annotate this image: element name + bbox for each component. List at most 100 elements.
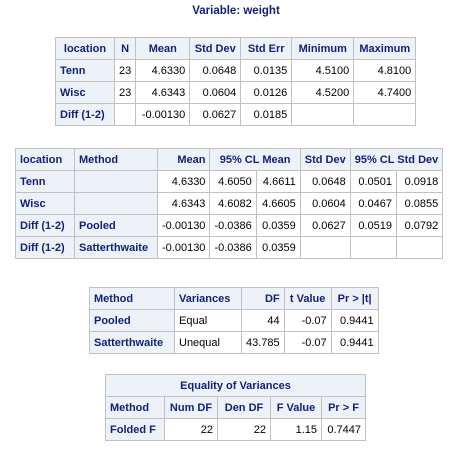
cell-sd-lower [349,236,398,259]
table-header-row: location N Mean Std Dev Std Err Minimum … [55,37,417,60]
cell-cl-lower: -0.0386 [209,214,257,237]
page-title: Variable: weight [192,5,280,17]
cell-std-err: 0.0185 [240,103,293,126]
cell-mean: 4.6343 [135,81,191,104]
column-header: Method [89,287,175,310]
column-header: Minimum [291,37,355,60]
column-header: DF [241,287,285,310]
column-header: Num DF [164,396,218,419]
cell-std-dev: 0.0648 [299,170,351,193]
column-header: 95% CL Mean [209,148,301,171]
confidence-limits-table: location Method Mean 95% CL Mean Std Dev… [15,148,444,259]
column-header: 95% CL Std Dev [349,148,444,171]
cell-std-dev [299,236,351,259]
cell-minimum: 4.5100 [291,59,355,82]
column-header: t Value [283,287,332,310]
column-header: Method [105,396,165,419]
cell-p-value: 0.7447 [321,418,366,441]
cell-sd-upper: 0.0792 [395,214,444,237]
table-row: Wisc 23 4.6343 0.0604 0.0126 4.5200 4.74… [55,81,417,104]
cell-maximum [353,103,417,126]
cell-cl-upper: 4.6611 [255,170,301,193]
column-header: Mean [135,37,191,60]
cell-std-dev: 0.0627 [299,214,351,237]
cell-mean: 4.6330 [135,59,191,82]
cell-num-df: 22 [164,418,218,441]
cell-sd-upper [395,236,444,259]
column-header: Den DF [217,396,271,419]
table-row: Diff (1-2) Satterthwaite -0.00130 -0.038… [15,236,444,259]
cell-mean: -0.00130 [135,103,191,126]
cell-n: 23 [113,81,137,104]
method-cell: Pooled [74,214,158,237]
cell-mean: 4.6330 [156,170,211,193]
column-header: Pr > F [321,396,366,419]
cell-mean: 4.6343 [156,192,211,215]
column-header: Variances [174,287,242,310]
method-cell: Satterthwaite [74,236,158,259]
cell-sd-upper: 0.0918 [395,170,444,193]
table-caption: Equality of Variances [105,374,366,397]
method-cell [74,170,158,193]
table-header-row: Method Variances DF t Value Pr > |t| [89,287,379,310]
table-header-row: location Method Mean 95% CL Mean Std Dev… [15,148,444,171]
cell-std-dev: 0.0627 [189,103,242,126]
statistics-table: location N Mean Std Dev Std Err Minimum … [55,37,417,126]
column-header: location [15,148,75,171]
column-header: N [113,37,137,60]
cell-n [113,103,137,126]
row-header: Folded F [105,418,165,441]
row-header: Satterthwaite [89,331,175,354]
cell-mean: -0.00130 [156,214,211,237]
table-row: Wisc 4.6343 4.6082 4.6605 0.0604 0.0467 … [15,192,444,215]
table-header-row: Method Num DF Den DF F Value Pr > F [105,396,366,419]
row-header: Tenn [55,59,115,82]
table-row: Pooled Equal 44 -0.07 0.9441 [89,309,379,332]
cell-std-err: 0.0135 [240,59,293,82]
cell-std-err: 0.0126 [240,81,293,104]
cell-sd-lower: 0.0519 [349,214,398,237]
table-row: Tenn 23 4.6330 0.0648 0.0135 4.5100 4.81… [55,59,417,82]
cell-p-value: 0.9441 [330,309,379,332]
cell-t-value: -0.07 [283,331,332,354]
cell-std-dev: 0.0648 [189,59,242,82]
cell-variances: Equal [174,309,242,332]
cell-df: 44 [241,309,285,332]
cell-sd-lower: 0.0501 [349,170,398,193]
row-header: Diff (1-2) [15,236,75,259]
column-header: Method [74,148,158,171]
table-row: Folded F 22 22 1.15 0.7447 [105,418,366,441]
column-header: Std Err [240,37,293,60]
cell-maximum: 4.8100 [353,59,417,82]
column-header: location [55,37,115,60]
cell-std-dev: 0.0604 [189,81,242,104]
table-row: Satterthwaite Unequal 43.785 -0.07 0.944… [89,331,379,354]
cell-minimum [291,103,355,126]
cell-den-df: 22 [217,418,271,441]
column-header: Mean [156,148,211,171]
row-header: Diff (1-2) [15,214,75,237]
cell-sd-lower: 0.0467 [349,192,398,215]
cell-cl-lower: 4.6050 [209,170,257,193]
column-header: F Value [270,396,322,419]
cell-std-dev: 0.0604 [299,192,351,215]
cell-maximum: 4.7400 [353,81,417,104]
method-cell [74,192,158,215]
column-header: Std Dev [189,37,242,60]
cell-cl-upper: 0.0359 [255,214,301,237]
cell-cl-lower: 4.6082 [209,192,257,215]
cell-cl-upper: 0.0359 [255,236,301,259]
cell-cl-upper: 4.6605 [255,192,301,215]
table-caption-row: Equality of Variances [105,374,366,397]
row-header: Wisc [15,192,75,215]
cell-f-value: 1.15 [270,418,322,441]
cell-mean: -0.00130 [156,236,211,259]
row-header: Tenn [15,170,75,193]
column-header: Pr > |t| [330,287,379,310]
table-row: Diff (1-2) Pooled -0.00130 -0.0386 0.035… [15,214,444,237]
row-header: Diff (1-2) [55,103,115,126]
cell-minimum: 4.5200 [291,81,355,104]
row-header: Pooled [89,309,175,332]
table-row: Diff (1-2) -0.00130 0.0627 0.0185 [55,103,417,126]
equality-of-variances-table: Equality of Variances Method Num DF Den … [105,374,366,441]
